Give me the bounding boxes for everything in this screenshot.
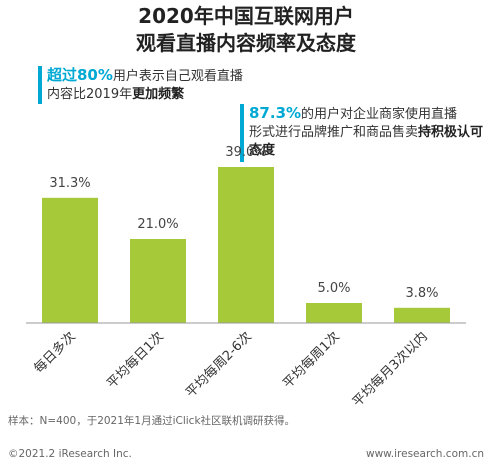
bar-3	[306, 303, 362, 323]
callout-frequency-text1: 用户表示自己观看直播	[112, 69, 243, 84]
callout-frequency-text2: 内容比2019年	[47, 87, 133, 102]
callout-attitude-highlight: 87.3%	[249, 104, 302, 122]
x-tick-label-0: 每日多次	[31, 329, 79, 377]
sample-note: 样本：N=400，于2021年1月通过iClick社区联机调研获得。	[8, 415, 296, 427]
callout-frequency: 超过80%用户表示自己观看直播 内容比2019年更加频繁	[38, 66, 307, 104]
bar-0	[42, 197, 98, 323]
x-tick-label-4: 平均每月3次以内	[349, 329, 431, 411]
bar-value-label-1: 21.0%	[137, 217, 178, 232]
x-tick-label-1: 平均每日1次	[104, 329, 167, 392]
callout-attitude-text2: 形式进行品牌推广和商品售卖	[249, 125, 419, 140]
callout-attitude-text1: 的用户对企业商家使用直播	[301, 107, 458, 122]
bar-4	[394, 307, 450, 323]
x-tick-label-2: 平均每周2-6次	[183, 329, 255, 401]
copyright: ©2021.2 iResearch Inc.	[8, 448, 132, 460]
callout-attitude: 87.3%的用户对企业商家使用直播 形式进行品牌推广和商品售卖持积极认可态度	[240, 104, 492, 162]
bar-value-label-0: 31.3%	[49, 176, 90, 191]
bar-value-label-2: 39.0%	[225, 145, 266, 160]
bar-value-label-4: 3.8%	[405, 286, 438, 301]
bar-2	[218, 167, 274, 323]
website: www.iresearch.com.cn	[365, 448, 484, 460]
callout-attitude-bold: 持积极认可态度	[249, 125, 484, 158]
bar-1	[130, 239, 186, 323]
bar-value-label-3: 5.0%	[317, 281, 350, 296]
callout-frequency-bold: 更加频繁	[132, 87, 185, 102]
chart-title-line2: 观看直播内容频率及态度	[136, 31, 356, 55]
callout-frequency-highlight: 超过80%	[47, 66, 113, 84]
chart-title-line1: 2020年中国互联网用户	[138, 4, 354, 28]
x-tick-label-3: 平均每周1次	[280, 329, 343, 392]
